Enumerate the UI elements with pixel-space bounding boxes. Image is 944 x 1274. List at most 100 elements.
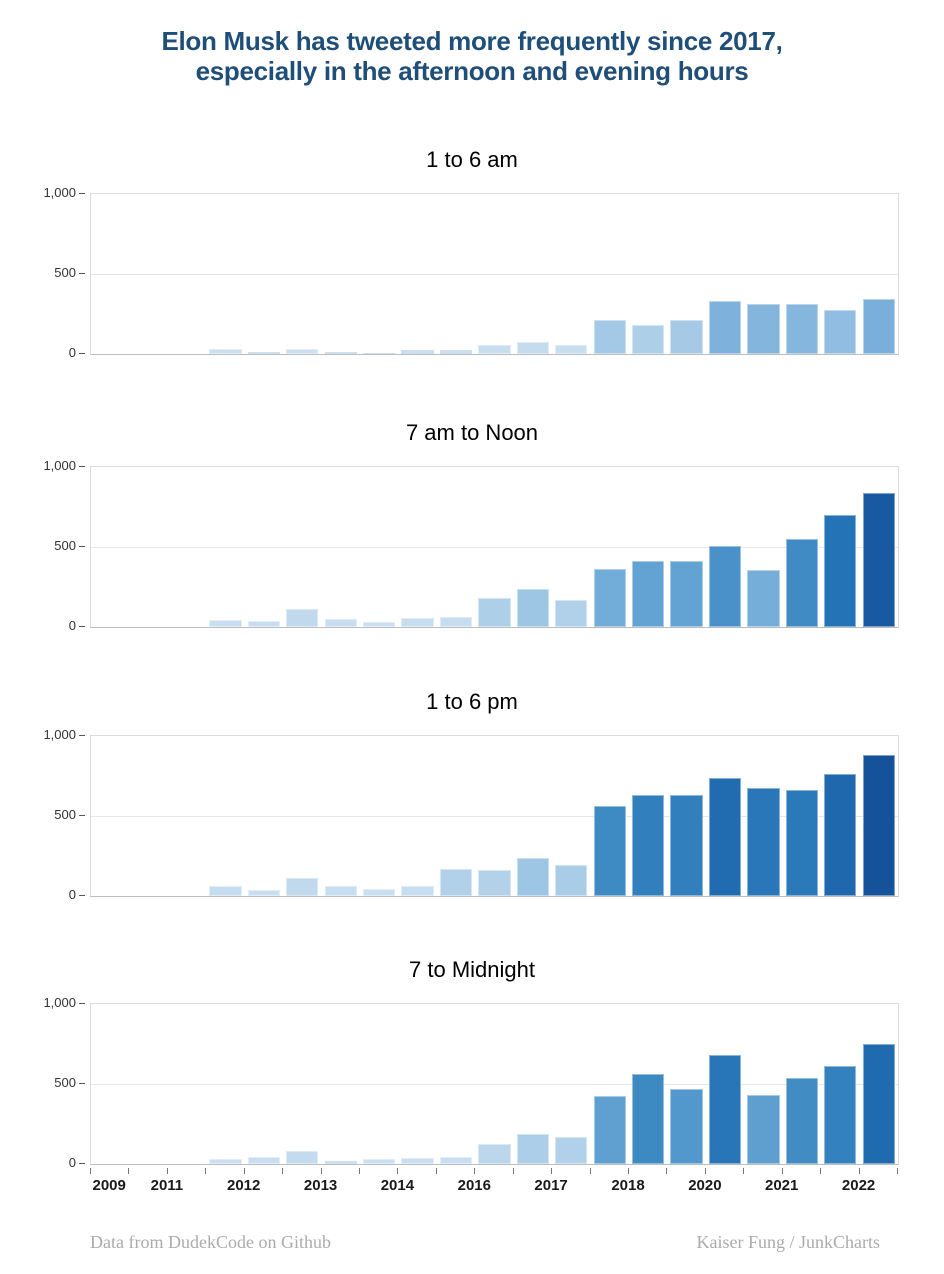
y-axis-tick: [79, 895, 85, 896]
x-axis-label: 2012: [227, 1177, 261, 1194]
chart-main-title-line2: especially in the afternoon and evening …: [195, 56, 749, 86]
bar: [209, 349, 242, 354]
panel-1-to-6-am: 1 to 6 am 0 500 1,000: [0, 143, 944, 443]
bar: [401, 618, 434, 627]
x-axis-label: 2009: [92, 1177, 126, 1194]
y-axis-tick: [79, 353, 85, 354]
x-axis-label: 2017: [534, 1177, 568, 1194]
y-axis-tick: [79, 815, 85, 816]
bar: [670, 795, 703, 896]
x-axis-tick: [166, 1168, 168, 1174]
bar: [516, 342, 550, 354]
plot-area: [90, 1003, 899, 1165]
bar: [439, 868, 473, 896]
bar: [593, 806, 626, 896]
bar: [363, 1159, 396, 1164]
y-axis-label: 0: [68, 618, 76, 633]
y-axis-tick: [79, 1083, 85, 1084]
bar: [747, 303, 780, 354]
x-axis-label: 2020: [688, 1177, 722, 1194]
x-axis-tick: [743, 1168, 745, 1174]
source-credit: Data from DudekCode on Github: [90, 1232, 331, 1252]
bar: [708, 301, 742, 354]
x-axis-tick: [90, 1168, 91, 1174]
y-axis-tick: [79, 273, 85, 274]
bar: [747, 788, 780, 896]
bar: [670, 561, 703, 627]
y-axis-label: 1,000: [43, 727, 76, 742]
bar: [785, 789, 819, 896]
y-axis-tick: [79, 1163, 85, 1164]
bar: [862, 298, 895, 354]
bar: [401, 1157, 434, 1164]
bar: [324, 352, 357, 354]
bar: [555, 345, 588, 354]
bar: [593, 1096, 626, 1164]
x-axis-tick: [243, 1168, 245, 1174]
bar: [247, 1156, 281, 1164]
bar: [286, 609, 319, 627]
x-axis-tick: [666, 1168, 668, 1174]
bar: [670, 1088, 703, 1164]
y-axis-label: 0: [68, 345, 76, 360]
x-axis-label: 2011: [150, 1177, 184, 1194]
bar: [363, 888, 396, 896]
x-axis-label: 2021: [765, 1177, 799, 1194]
y-axis-label: 0: [68, 1155, 76, 1170]
bar: [516, 1134, 550, 1164]
y-axis-tick: [79, 1003, 85, 1004]
x-axis-tick: [512, 1168, 514, 1174]
gridline-500: [91, 815, 898, 817]
bar: [785, 539, 819, 627]
bar: [401, 350, 434, 354]
bar: [516, 589, 550, 627]
bar: [708, 778, 742, 896]
x-axis-tick: [589, 1168, 591, 1174]
x-axis-tick: [474, 1168, 476, 1174]
panel-title: 7 am to Noon: [405, 420, 539, 445]
author-credit: Kaiser Fung / JunkCharts: [696, 1232, 881, 1252]
bar: [708, 546, 742, 627]
gridline-500: [91, 546, 898, 548]
y-axis-label: 500: [54, 538, 76, 553]
bar: [862, 1044, 895, 1164]
bar: [632, 325, 665, 354]
x-axis-tick: [320, 1168, 322, 1174]
y-axis-tick: [79, 546, 85, 547]
x-axis-tick: [704, 1168, 706, 1174]
bar: [439, 350, 473, 354]
bar: [247, 352, 281, 354]
bar: [785, 304, 819, 354]
bar: [209, 885, 242, 896]
bar: [286, 1151, 319, 1164]
bar: [478, 598, 511, 627]
bar: [785, 1077, 819, 1164]
y-axis-label: 1,000: [43, 995, 76, 1010]
x-axis-tick: [897, 1168, 898, 1174]
bar: [824, 515, 857, 627]
x-axis-label: 2022: [841, 1177, 876, 1194]
x-axis-label: 2016: [457, 1177, 491, 1194]
x-axis-tick: [128, 1168, 130, 1174]
bar: [478, 870, 511, 896]
x-axis-label: 2014: [380, 1177, 415, 1194]
x-axis-tick: [858, 1168, 860, 1174]
plot-area: [90, 193, 899, 355]
bar: [824, 1065, 857, 1164]
x-axis-tick: [282, 1168, 284, 1174]
panel-title: 7 to Midnight: [409, 957, 535, 982]
plot-area: [90, 735, 899, 897]
bar: [824, 310, 857, 354]
bar: [824, 774, 857, 896]
y-axis-label: 500: [54, 807, 76, 822]
x-axis-tick: [551, 1168, 553, 1174]
panel-7-to-midnight: 7 to Midnight 0 500 1,000 2009 2011 2012 2013 2…: [0, 953, 944, 1253]
y-axis-label: 1,000: [43, 185, 76, 200]
bar: [324, 886, 357, 896]
gridline-500: [91, 1083, 898, 1085]
bar: [555, 1136, 588, 1164]
panel-7am-to-noon: 7 am to Noon 0 500 1,000: [0, 416, 944, 716]
bar: [439, 1156, 473, 1164]
bar: [747, 570, 780, 627]
